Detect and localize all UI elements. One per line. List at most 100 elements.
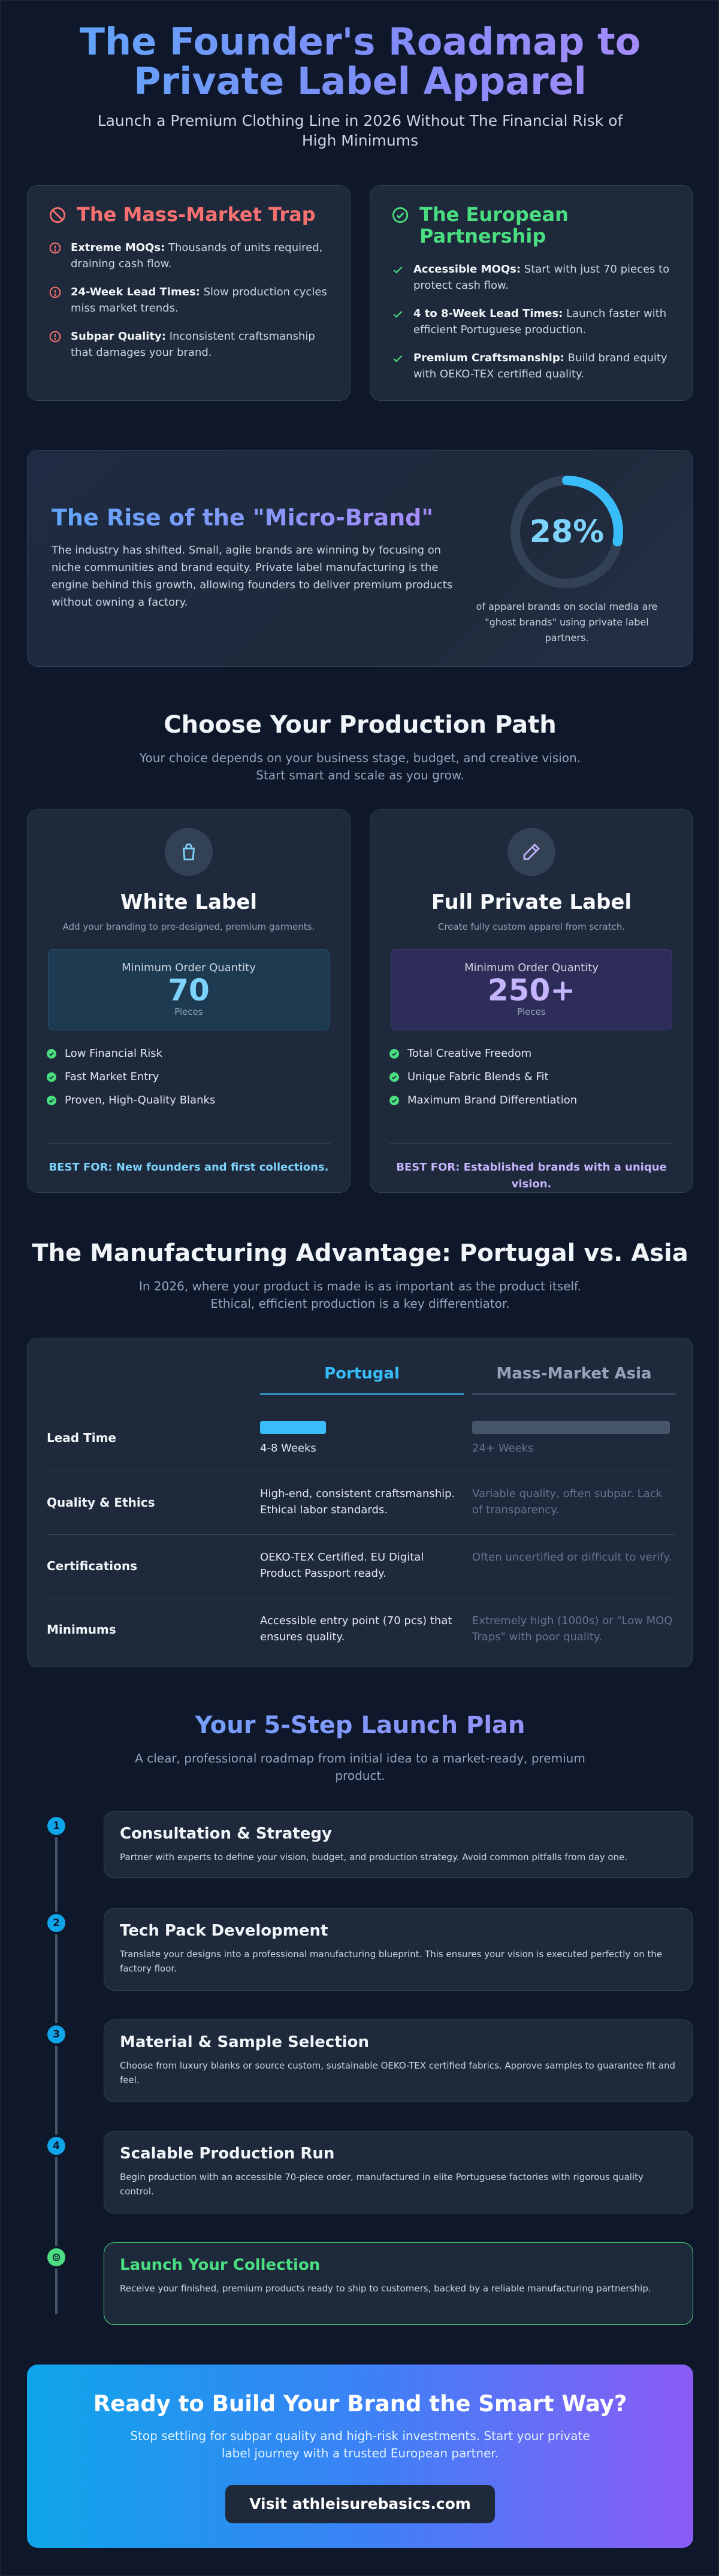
option-title: Full Private Label xyxy=(431,890,632,914)
list-item: Maximum Brand Differentiation xyxy=(389,1094,693,1106)
list-item: Unique Fabric Blends & Fit xyxy=(389,1071,693,1083)
check-icon xyxy=(393,311,403,318)
check-circle-icon xyxy=(392,207,409,223)
section-subtitle: Your choice depends on your business sta… xyxy=(139,751,581,782)
feature-text: Maximum Brand Differentiation xyxy=(407,1094,578,1106)
list-item: 24-Week Lead Times: Slow production cycl… xyxy=(49,284,328,316)
feature-text: Unique Fabric Blends & Fit xyxy=(407,1071,549,1083)
feature-text: Fast Market Entry xyxy=(65,1071,159,1083)
row-label: Certifications xyxy=(47,1559,137,1573)
row-label: Minimums xyxy=(47,1622,116,1637)
production-path-header: Choose Your Production Path Your choice … xyxy=(1,711,719,784)
moq-value: 250+ xyxy=(487,973,576,1008)
step-title: Tech Pack Development xyxy=(120,1922,328,1940)
list-item: Total Creative Freedom xyxy=(389,1047,693,1060)
check-icon xyxy=(389,1072,399,1082)
trap-list: Extreme MOQs: Thousands of units require… xyxy=(49,240,328,361)
check-icon xyxy=(393,267,403,274)
table-row: Minimums Accessible entry point (70 pcs)… xyxy=(47,1598,675,1662)
partnership-list: Accessible MOQs: Start with just 70 piec… xyxy=(392,261,671,382)
row-label: Lead Time xyxy=(47,1431,116,1445)
check-icon xyxy=(47,1072,56,1082)
item-text: Inconsistent craftsmanship that damages … xyxy=(71,330,315,359)
cta-text: Stop settling for subpar quality and hig… xyxy=(130,2429,590,2460)
page-title: The Founder's Roadmap to Private Label A… xyxy=(61,22,660,101)
table-row: Certifications OEKO-TEX Certified. EU Di… xyxy=(47,1535,675,1598)
step-text: Receive your finished, premium products … xyxy=(120,2283,651,2294)
check-icon xyxy=(393,355,403,362)
partnership-title: The European Partnership xyxy=(419,203,569,247)
item-bold: Accessible MOQs: xyxy=(413,263,521,276)
lead-time-bar-asia xyxy=(472,1421,670,1434)
pencil-icon xyxy=(523,843,540,860)
step-number: 1 xyxy=(47,1817,65,1835)
step-card: Material & Sample Selection Choose from … xyxy=(104,2019,693,2102)
moq-box: Minimum Order Quantity 70 Pieces xyxy=(48,949,330,1030)
white-label-card: White Label Add your branding to pre-des… xyxy=(27,809,351,1193)
list-item: 4 to 8-Week Lead Times: Launch faster wi… xyxy=(392,306,671,338)
check-icon xyxy=(389,1048,399,1059)
visit-website-button[interactable]: Visit athleisurebasics.com xyxy=(225,2485,495,2523)
european-partnership-card: The European Partnership Accessible MOQs… xyxy=(370,185,693,401)
full-private-label-card: Full Private Label Create fully custom a… xyxy=(370,809,693,1193)
section-title: The Manufacturing Advantage: Portugal vs… xyxy=(32,1239,688,1267)
moq-value: 70 xyxy=(168,973,210,1008)
cell-portugal: Accessible entry point (70 pcs) that ens… xyxy=(260,1614,452,1643)
feature-text: Total Creative Freedom xyxy=(407,1047,532,1060)
stat-value: 28% xyxy=(529,514,605,550)
cta-title: Ready to Build Your Brand the Smart Way? xyxy=(93,2391,627,2417)
moq-unit: Pieces xyxy=(517,1006,546,1017)
section-title: Your 5-Step Launch Plan xyxy=(1,1712,719,1739)
step-title: Consultation & Strategy xyxy=(120,1825,332,1843)
list-item: Accessible MOQs: Start with just 70 piec… xyxy=(392,261,671,294)
lead-time-bar-portugal xyxy=(260,1421,326,1434)
cell-portugal: OEKO-TEX Certified. EU Digital Product P… xyxy=(260,1551,424,1580)
item-bold: Subpar Quality: xyxy=(71,330,166,343)
micro-brand-title: The Rise of the "Micro-Brand" xyxy=(52,504,434,531)
icon-circle xyxy=(507,828,555,876)
table-row: Quality & Ethics High-end, consistent cr… xyxy=(47,1471,675,1535)
moq-unit: Pieces xyxy=(174,1006,203,1017)
alert-circle-icon xyxy=(49,331,61,343)
list-item: Premium Craftsmanship: Build brand equit… xyxy=(392,350,671,382)
stat-caption: of apparel brands on social media are "g… xyxy=(476,601,658,643)
micro-brand-section: The Rise of the "Micro-Brand" The indust… xyxy=(27,450,693,667)
cell-portugal: High-end, consistent craftsmanship. Ethi… xyxy=(260,1487,455,1516)
step-title: Scalable Production Run xyxy=(120,2145,335,2163)
micro-brand-text: The industry has shifted. Small, agile b… xyxy=(52,544,453,609)
list-item: Extreme MOQs: Thousands of units require… xyxy=(49,240,328,272)
cta-banner: Ready to Build Your Brand the Smart Way?… xyxy=(27,2365,693,2548)
list-item: Fast Market Entry xyxy=(47,1071,350,1083)
check-icon xyxy=(47,1048,56,1059)
best-for: BEST FOR: Established brands with a uniq… xyxy=(389,1143,673,1193)
section-subtitle: A clear, professional roadmap from initi… xyxy=(135,1751,585,1783)
ban-icon xyxy=(49,207,66,223)
item-bold: 4 to 8-Week Lead Times: xyxy=(413,307,563,320)
step-card: Tech Pack Development Translate your des… xyxy=(104,1908,693,1991)
feature-list: Total Creative Freedom Unique Fabric Ble… xyxy=(389,1047,693,1106)
alert-circle-icon xyxy=(49,286,61,298)
item-bold: Premium Craftsmanship: xyxy=(413,352,564,364)
trap-title: The Mass-Market Trap xyxy=(77,203,316,226)
manufacturing-advantage-header: The Manufacturing Advantage: Portugal vs… xyxy=(1,1239,719,1313)
shopping-bag-icon xyxy=(182,843,195,861)
item-text: Launch faster with efficient Portuguese … xyxy=(413,307,667,336)
gauge-fill xyxy=(510,476,623,588)
timeline-line xyxy=(55,1828,58,2314)
step-title: Material & Sample Selection xyxy=(120,2033,370,2051)
row-label: Quality & Ethics xyxy=(47,1495,155,1510)
column-header-portugal: Portugal xyxy=(324,1365,400,1383)
feature-text: Low Financial Risk xyxy=(65,1047,163,1060)
feature-text: Proven, High-Quality Blanks xyxy=(65,1094,216,1106)
check-icon xyxy=(47,1095,56,1105)
icon-circle xyxy=(165,828,213,876)
list-item: Low Financial Risk xyxy=(47,1047,350,1060)
item-text: Start with just 70 pieces to protect cas… xyxy=(413,263,670,292)
hero: The Founder's Roadmap to Private Label A… xyxy=(1,22,719,150)
portugal-underline xyxy=(260,1393,464,1395)
step-text: Translate your designs into a profession… xyxy=(120,1949,663,1974)
moq-box: Minimum Order Quantity 250+ Pieces xyxy=(391,949,672,1030)
step-text: Begin production with an accessible 70-p… xyxy=(120,2172,644,2197)
rocket-icon xyxy=(47,2248,65,2266)
